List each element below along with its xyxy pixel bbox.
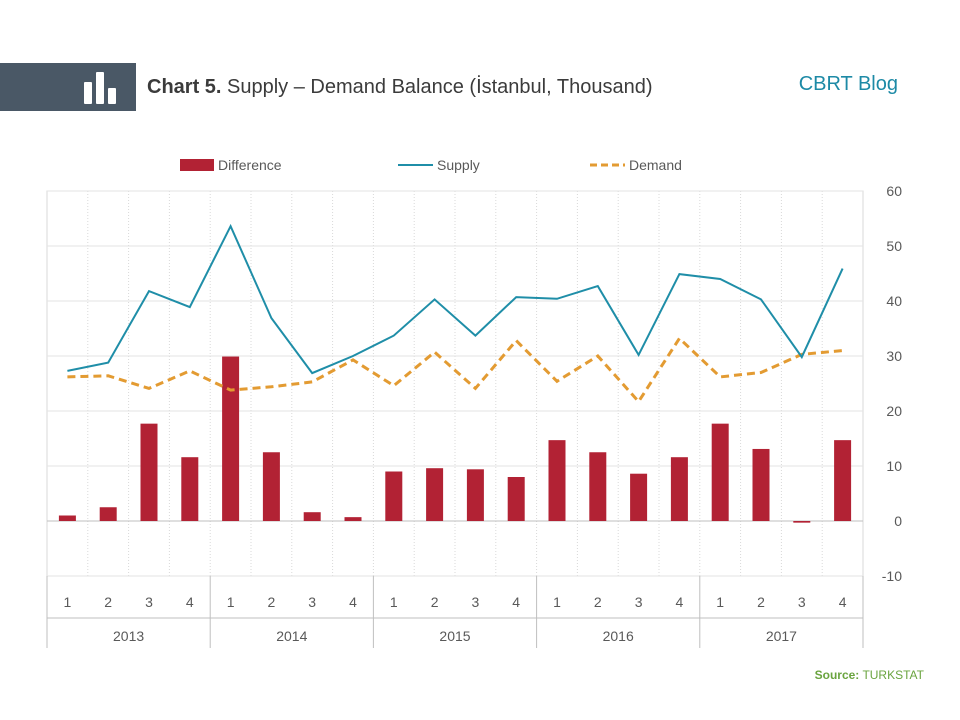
x-tick-label: 3 — [145, 594, 153, 610]
bar-chart-icon — [83, 70, 123, 104]
source-value: TURKSTAT — [862, 668, 924, 682]
difference-bar — [181, 457, 199, 521]
difference-bar — [262, 452, 280, 521]
difference-bar — [58, 515, 76, 521]
chart-title-text: Supply – Demand Balance (İstanbul, Thous… — [227, 76, 653, 98]
difference-bar — [589, 452, 607, 521]
year-label: 2013 — [113, 628, 144, 644]
y-tick-label: 30 — [886, 348, 902, 364]
legend-difference-swatch — [180, 159, 214, 171]
x-tick-label: 2 — [268, 594, 276, 610]
header-band — [0, 63, 136, 111]
source-label: Source: — [814, 668, 860, 682]
y-tick-label: 0 — [894, 513, 902, 529]
difference-bar — [507, 477, 525, 521]
x-tick-label: 1 — [64, 594, 72, 610]
difference-bar — [834, 440, 852, 521]
difference-bar — [385, 471, 403, 521]
difference-bar — [670, 457, 688, 521]
x-tick-label: 2 — [594, 594, 602, 610]
legend-difference-label: Difference — [218, 157, 282, 173]
difference-bar — [466, 469, 484, 521]
x-tick-label: 1 — [553, 594, 561, 610]
x-tick-label: 4 — [676, 594, 684, 610]
x-tick-label: 3 — [308, 594, 316, 610]
y-tick-label: 20 — [886, 403, 902, 419]
legend-demand-label: Demand — [629, 157, 682, 173]
difference-bar — [711, 423, 729, 521]
x-tick-label: 1 — [227, 594, 235, 610]
x-tick-label: 1 — [390, 594, 398, 610]
x-tick-label: 1 — [716, 594, 724, 610]
y-tick-label: 50 — [886, 238, 902, 254]
difference-bar — [630, 473, 648, 521]
x-tick-label: 4 — [512, 594, 520, 610]
plot-frame — [46, 190, 864, 577]
chart-number-label: Chart 5. — [147, 76, 222, 98]
supply-line — [67, 223, 844, 375]
x-tick-label: 4 — [839, 594, 847, 610]
y-tick-label: 10 — [886, 458, 902, 474]
year-label: 2015 — [439, 628, 470, 644]
x-tick-label: 2 — [104, 594, 112, 610]
source-note: Source: TURKSTAT — [815, 668, 924, 682]
difference-bar — [99, 507, 117, 521]
year-label: 2017 — [766, 628, 797, 644]
y-tick-label: 40 — [886, 293, 902, 309]
x-tick-label: 4 — [186, 594, 194, 610]
difference-bar — [426, 468, 444, 521]
brand-name: CBRT Blog — [798, 73, 898, 95]
difference-bar — [344, 517, 362, 521]
y-tick-label: 60 — [886, 183, 902, 199]
x-tick-label: 3 — [798, 594, 806, 610]
y-tick-label: -10 — [882, 568, 902, 584]
difference-bar — [793, 521, 811, 523]
legend-supply-label: Supply — [437, 157, 480, 173]
year-label: 2016 — [603, 628, 634, 644]
x-tick-label: 2 — [757, 594, 765, 610]
difference-bar — [548, 440, 566, 521]
year-label: 2014 — [276, 628, 307, 644]
chart-title: Chart 5. Supply – Demand Balance (İstanb… — [147, 76, 652, 99]
difference-bar — [303, 512, 321, 521]
difference-bar — [140, 423, 158, 521]
x-tick-label: 2 — [431, 594, 439, 610]
x-tick-label: 3 — [635, 594, 643, 610]
x-tick-label: 3 — [472, 594, 480, 610]
x-tick-label: 4 — [349, 594, 357, 610]
difference-bar — [222, 356, 240, 521]
difference-bar — [752, 448, 770, 521]
demand-line — [67, 336, 843, 405]
